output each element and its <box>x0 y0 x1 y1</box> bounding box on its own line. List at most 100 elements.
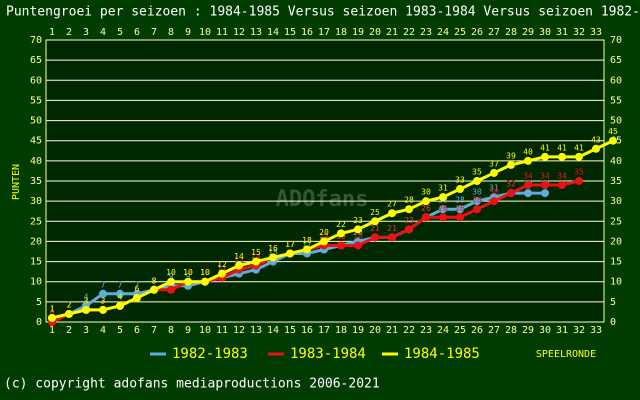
x-tick-label-top: 29 <box>522 27 534 38</box>
value-label: 6 <box>135 284 140 293</box>
y-tick-label: 45 <box>30 136 42 147</box>
point <box>235 261 243 270</box>
value-label: 28 <box>455 196 465 205</box>
value-label: 9 <box>169 272 174 281</box>
x-label: SPEELRONDE <box>536 349 596 360</box>
value-label: 17 <box>285 240 295 249</box>
value-label: 20 <box>319 228 329 237</box>
y-label: PUNTEN <box>11 164 22 200</box>
point <box>133 293 141 302</box>
x-tick-label-top: 18 <box>335 27 347 38</box>
value-label: 3 <box>84 296 89 305</box>
point <box>286 249 294 258</box>
x-tick-label-top: 15 <box>284 27 296 38</box>
point <box>541 152 549 161</box>
x-tick-label-top: 25 <box>454 27 466 38</box>
value-label: 4 <box>118 292 123 301</box>
value-label: 19 <box>353 232 363 241</box>
value-label: 16 <box>268 244 278 253</box>
y2-tick-label: 60 <box>610 75 622 86</box>
value-label: 8 <box>152 276 157 285</box>
value-label: 35 <box>472 168 482 177</box>
point <box>405 225 413 234</box>
point <box>218 269 226 278</box>
point <box>320 237 328 246</box>
value-label: 31 <box>489 184 499 193</box>
point <box>456 205 464 214</box>
y-tick-label: 15 <box>30 257 42 268</box>
point <box>65 309 73 318</box>
point <box>371 217 379 226</box>
point <box>507 160 515 169</box>
x-tick-label: 29 <box>522 325 534 336</box>
x-tick-label-top: 26 <box>471 27 483 38</box>
point <box>303 245 311 254</box>
value-label: 4 <box>118 292 123 301</box>
value-label: 28 <box>472 196 482 205</box>
value-label: 25 <box>370 208 380 217</box>
value-label: 8 <box>152 276 157 285</box>
x-tick-label: 25 <box>454 325 466 336</box>
value-label: 45 <box>608 127 618 136</box>
value-label: 34 <box>557 172 567 181</box>
value-label: 12 <box>217 260 227 269</box>
point <box>150 285 158 294</box>
y2-tick-label: 0 <box>610 317 616 328</box>
value-label: 19 <box>319 232 329 241</box>
x-tick-label-top: 3 <box>83 27 89 38</box>
value-label: 6 <box>135 284 140 293</box>
y2-tick-label: 40 <box>610 156 622 167</box>
point <box>167 277 175 286</box>
series-line <box>51 139 614 320</box>
value-label: 21 <box>387 224 397 233</box>
value-label: 41 <box>557 143 567 152</box>
point <box>388 233 396 242</box>
value-label: 32 <box>506 180 516 189</box>
x-tick-label: 17 <box>318 325 330 336</box>
x-tick-label-top: 32 <box>573 27 585 38</box>
value-label: 30 <box>489 188 499 197</box>
point <box>524 181 532 190</box>
point <box>507 189 515 198</box>
x-tick-label: 18 <box>335 325 347 336</box>
x-tick-label-top: 2 <box>66 27 72 38</box>
point <box>490 197 498 206</box>
point <box>354 241 362 250</box>
x-tick-label-top: 27 <box>488 27 500 38</box>
value-label: 41 <box>574 143 584 152</box>
point <box>184 277 192 286</box>
x-tick-label: 2 <box>66 325 72 336</box>
x-tick-label-top: 13 <box>250 27 262 38</box>
x-tick-label-top: 31 <box>556 27 568 38</box>
x-tick-label: 16 <box>301 325 313 336</box>
x-tick-label-top: 17 <box>318 27 330 38</box>
y2-tick-label: 15 <box>610 257 622 268</box>
legend-label: 1984-1985 <box>404 346 480 362</box>
value-label: 3 <box>84 296 89 305</box>
value-label: 3 <box>101 296 106 305</box>
x-tick-label-top: 7 <box>151 27 157 38</box>
value-label: 33 <box>455 176 465 185</box>
y-tick-label: 0 <box>36 317 42 328</box>
x-tick-label: 23 <box>420 325 432 336</box>
value-label: 34 <box>540 172 550 181</box>
value-label: 43 <box>591 135 601 144</box>
x-tick-label: 30 <box>539 325 551 336</box>
point <box>422 213 430 222</box>
x-tick-label: 14 <box>267 325 279 336</box>
value-label: 34 <box>523 172 533 181</box>
x-tick-label-top: 30 <box>539 27 551 38</box>
x-tick-label-top: 1 <box>49 27 55 38</box>
x-tick-label: 20 <box>369 325 381 336</box>
x-tick-label-top: 10 <box>199 27 211 38</box>
point <box>116 301 124 310</box>
point <box>558 152 566 161</box>
value-label: 17 <box>302 240 312 249</box>
value-label: 15 <box>251 248 261 257</box>
y-tick-label: 40 <box>30 156 42 167</box>
value-label: 21 <box>370 224 380 233</box>
x-tick-label: 7 <box>151 325 157 336</box>
y2-tick-label: 10 <box>610 277 622 288</box>
value-label: 18 <box>302 236 312 245</box>
x-tick-label-top: 4 <box>100 27 106 38</box>
